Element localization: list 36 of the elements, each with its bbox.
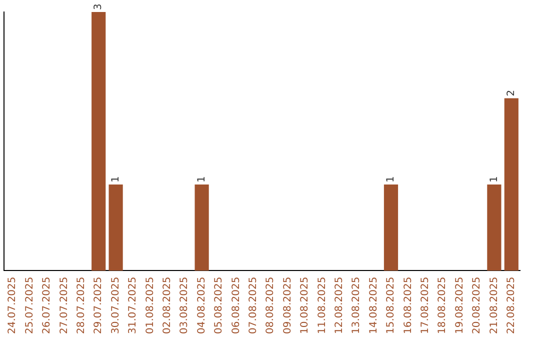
- x-tick-label: 21.08.2025: [488, 276, 500, 334]
- data-label: 1: [386, 176, 397, 182]
- x-tick-label: 01.08.2025: [144, 276, 156, 334]
- data-label: 1: [196, 176, 208, 182]
- x-tick-label: 28.07.2025: [76, 276, 87, 334]
- x-tick-label: 05.08.2025: [214, 276, 225, 334]
- x-tick-label: 26.07.2025: [42, 276, 53, 334]
- x-tick-label: 11.08.2025: [316, 276, 328, 334]
- data-label: 1: [488, 176, 500, 182]
- x-tick-label: 07.08.2025: [248, 276, 259, 334]
- x-tick-label: 22.08.2025: [506, 276, 517, 334]
- x-tick-label: 19.08.2025: [454, 276, 466, 334]
- x-tick-label: 29.07.2025: [93, 276, 104, 334]
- x-tick-label: 10.08.2025: [300, 276, 311, 334]
- x-tick-label: 15.08.2025: [386, 276, 397, 334]
- x-tick-label: 25.07.2025: [24, 276, 36, 334]
- x-tick-label: 24.07.2025: [7, 276, 18, 334]
- x-tick-label: 06.08.2025: [230, 276, 242, 334]
- x-tick-label: 30.07.2025: [110, 276, 122, 334]
- x-tick-label: 31.07.2025: [128, 276, 139, 334]
- x-tick-label: 16.08.2025: [402, 276, 414, 334]
- x-tick-label: 04.08.2025: [196, 276, 208, 334]
- x-tick-label: 08.08.2025: [265, 276, 276, 334]
- data-label: 1: [110, 176, 122, 182]
- x-tick-label: 09.08.2025: [282, 276, 294, 334]
- x-tick-label: 20.08.2025: [472, 276, 483, 334]
- x-tick-label: 13.08.2025: [351, 276, 362, 334]
- x-tick-label: 18.08.2025: [437, 276, 448, 334]
- data-label: 3: [93, 4, 104, 10]
- x-tick-label: 03.08.2025: [179, 276, 190, 334]
- x-tick-label: 02.08.2025: [162, 276, 173, 334]
- data-label: 2: [506, 90, 517, 96]
- x-tick-label: 14.08.2025: [368, 276, 380, 334]
- x-tick-label: 17.08.2025: [420, 276, 431, 334]
- x-tick-label: 27.07.2025: [58, 276, 70, 334]
- x-tick-label: 12.08.2025: [334, 276, 345, 334]
